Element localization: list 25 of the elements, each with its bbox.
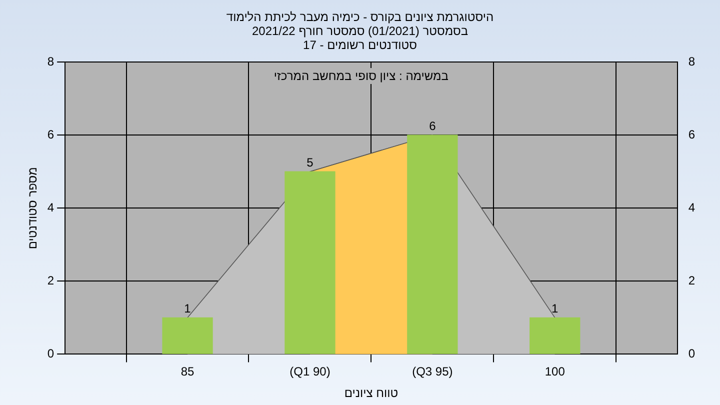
y-tick-label: 4 bbox=[47, 200, 54, 214]
x-tick-label: (Q1 90) bbox=[290, 364, 330, 379]
y2-tick-label: 0 bbox=[688, 346, 696, 361]
y-tick-label: 8 bbox=[47, 54, 54, 68]
x-tick-label: (Q3 95) bbox=[412, 364, 453, 379]
bar bbox=[162, 317, 213, 354]
data-label: 5 bbox=[306, 156, 314, 170]
data-label: 1 bbox=[184, 302, 192, 316]
data-label: 6 bbox=[429, 119, 436, 134]
y2-tick-label: 4 bbox=[688, 200, 696, 214]
y2-tick-label: 2 bbox=[688, 273, 696, 288]
y-tick-label: 6 bbox=[47, 127, 54, 142]
annotation: במשימה : ציון סופי במחשב המרכזי bbox=[274, 69, 448, 83]
y2-tick-label: 8 bbox=[688, 54, 696, 68]
chart-subtitle: בסמסטר (01/2021) סמסטר חורף 2021/22 סטודנטים רשומים - 17 bbox=[250, 24, 470, 52]
y-tick-label: 2 bbox=[47, 273, 54, 288]
x-axis-title: טווח ציונים bbox=[344, 386, 398, 400]
y-axis-title: מספר סטודנטים bbox=[26, 167, 40, 250]
x-tick-label: 85 bbox=[180, 364, 195, 379]
chart-title: היסטוגרמת ציונים בקורס - כימיה מעבר לכיתת הלימוד bbox=[225, 10, 495, 24]
x-tick-label: 100 bbox=[544, 364, 566, 379]
y2-tick-label: 6 bbox=[688, 127, 696, 142]
bar bbox=[530, 317, 580, 354]
data-label: 1 bbox=[552, 302, 559, 316]
y-tick-label: 0 bbox=[47, 346, 54, 361]
